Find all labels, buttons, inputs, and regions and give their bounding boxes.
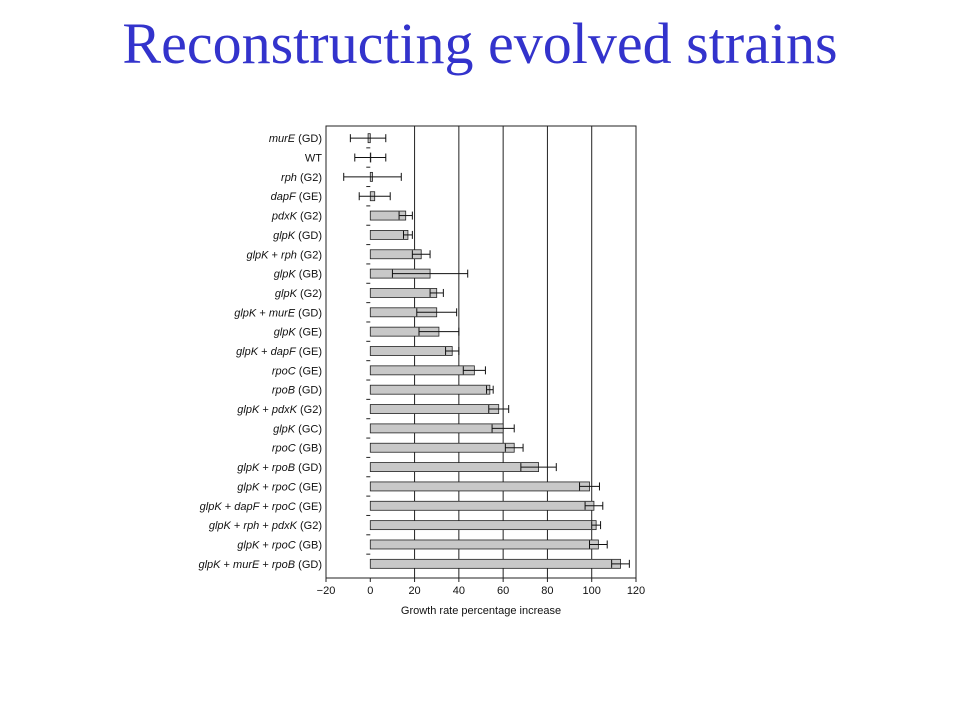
error-bar: [579, 482, 600, 491]
category-label: rpoC (GB): [272, 443, 322, 455]
category-label: glpK + rpoB (GD): [237, 462, 322, 474]
x-tick-label: 60: [497, 585, 509, 597]
slide-title: Reconstructing evolved strains: [122, 11, 838, 76]
x-tick-label: 80: [541, 585, 553, 597]
bar: [369, 365, 475, 376]
error-bar: [611, 559, 630, 568]
axis-ticks: −20 0 20 40 60 80 100 120: [317, 147, 645, 597]
category-label: glpK + murE + rpoB (GD): [198, 559, 322, 571]
x-tick-label: 100: [583, 585, 601, 597]
error-bar: [486, 385, 494, 394]
bar: [369, 288, 438, 298]
error-bar: [445, 347, 460, 355]
category-label: dapF (GE): [271, 191, 322, 203]
category-label: glpK (GD): [273, 230, 322, 242]
bar: [369, 539, 599, 550]
error-bar: [343, 172, 402, 181]
bar: [369, 346, 453, 356]
category-label: glpK + rpoC (GB): [237, 539, 322, 551]
bar: [369, 404, 500, 414]
error-bar: [520, 463, 557, 472]
category-label: glpK (GE): [274, 327, 322, 339]
x-tick-label: −20: [317, 585, 336, 597]
category-label: rpoC (GE): [272, 365, 322, 377]
x-tick-label: 0: [367, 585, 373, 597]
error-bar: [491, 424, 515, 433]
error-bars: [343, 134, 630, 568]
x-tick-label: 120: [627, 585, 645, 597]
category-label: glpK + dapF + rpoC (GE): [200, 501, 322, 513]
bar: [369, 462, 539, 472]
error-bar: [488, 405, 510, 414]
error-bar: [354, 153, 387, 162]
bar: [369, 423, 504, 434]
error-bar: [462, 366, 486, 375]
category-label: glpK + dapF (GE): [236, 346, 322, 358]
error-bar: [358, 192, 391, 201]
x-tick-label: 40: [453, 585, 465, 597]
error-bar: [349, 134, 387, 143]
category-label: WT: [305, 153, 322, 165]
category-label: glpK + rph (G2): [246, 249, 322, 261]
error-bar: [403, 230, 413, 239]
category-label: murE (GD): [269, 133, 322, 145]
category-label: glpK (GB): [274, 269, 322, 281]
error-bar: [418, 327, 460, 336]
error-bar: [391, 269, 469, 278]
bar: [369, 384, 491, 395]
category-label: glpK (GC): [273, 423, 322, 435]
category-label: glpK + rph + pdxK (G2): [209, 520, 322, 532]
bar: [369, 558, 621, 569]
bar: [369, 520, 597, 531]
bars: [367, 133, 621, 569]
bar: [369, 442, 515, 453]
category-label: rpoB (GD): [272, 385, 322, 397]
error-bar: [504, 443, 524, 452]
bar: [369, 230, 409, 240]
category-label: rph (G2): [281, 172, 322, 184]
error-bar: [416, 308, 458, 317]
x-tick-label: 20: [408, 585, 420, 597]
bar: [369, 481, 590, 492]
plot-frame: [325, 125, 637, 579]
error-bar: [398, 211, 413, 220]
error-bar: [591, 521, 602, 530]
category-label: pdxK (G2): [271, 211, 322, 223]
x-axis-label: Growth rate percentage increase: [401, 605, 561, 617]
error-bar: [411, 250, 431, 259]
category-label: glpK + rpoC (GE): [237, 481, 322, 493]
category-labels: murE (GD) WT rph (G2) dapF (GE) pdxK (G2) glp…: [198, 133, 322, 571]
bar: [369, 500, 595, 511]
error-bar: [589, 540, 608, 549]
error-bar: [429, 288, 444, 297]
category-label: glpK (G2): [275, 288, 322, 300]
error-bar: [584, 501, 604, 510]
category-label: glpK + murE (GD): [234, 307, 322, 319]
category-label: glpK + pdxK (G2): [237, 404, 322, 416]
